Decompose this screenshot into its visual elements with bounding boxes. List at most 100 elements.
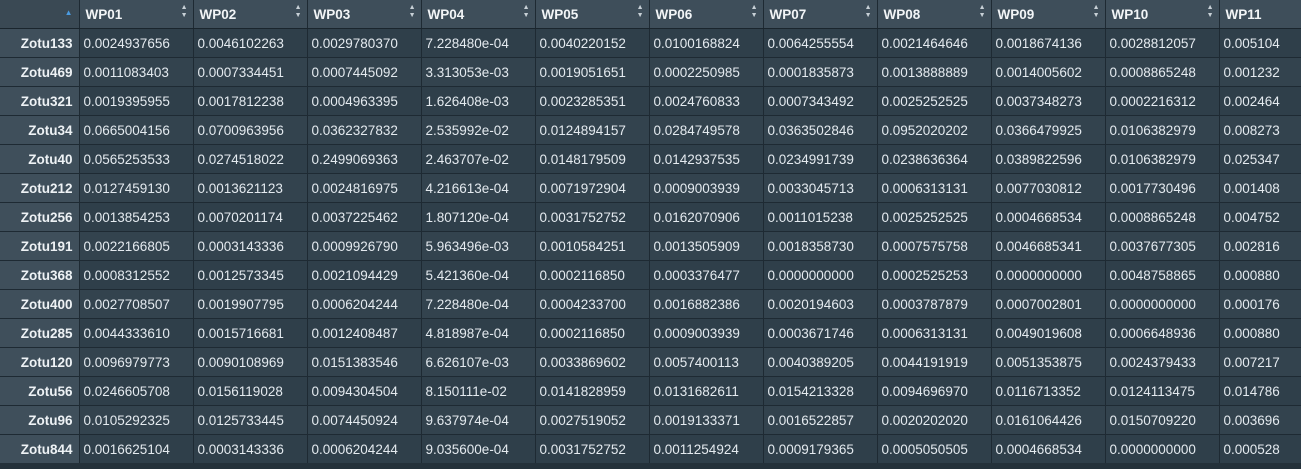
table-cell[interactable]: 0.0018358730 xyxy=(763,231,878,261)
table-cell[interactable]: 0.0004668534 xyxy=(991,434,1106,464)
table-cell[interactable]: 0.0000000000 xyxy=(991,260,1106,290)
column-header[interactable]: WP01 ▲ ▼ xyxy=(79,0,194,29)
table-cell[interactable]: 0.0011083403 xyxy=(79,57,194,87)
table-cell[interactable]: 0.0008865248 xyxy=(1105,57,1220,87)
table-cell[interactable]: 0.0238636364 xyxy=(877,144,992,174)
table-cell[interactable]: 0.003696 xyxy=(1219,405,1301,435)
table-cell[interactable]: 0.0027708507 xyxy=(79,289,194,319)
table-cell[interactable]: 0.0141828959 xyxy=(535,376,650,406)
table-cell[interactable]: 0.025347 xyxy=(1219,144,1301,174)
table-cell[interactable]: 0.0016522857 xyxy=(763,405,878,435)
sort-toggle-icon[interactable]: ▲ ▼ xyxy=(522,4,530,19)
table-cell[interactable]: 0.0024379433 xyxy=(1105,347,1220,377)
table-cell[interactable]: 0.0010584251 xyxy=(535,231,650,261)
table-cell[interactable]: 0.0031752752 xyxy=(535,202,650,232)
table-cell[interactable]: 0.002464 xyxy=(1219,86,1301,116)
table-cell[interactable]: 1.807120e-04 xyxy=(421,202,536,232)
table-cell[interactable]: 0.0952020202 xyxy=(877,115,992,145)
table-cell[interactable]: 0.0040389205 xyxy=(763,347,878,377)
table-cell[interactable]: 0.0019133371 xyxy=(649,405,764,435)
table-cell[interactable]: 0.0004233700 xyxy=(535,289,650,319)
table-cell[interactable]: 0.0017812238 xyxy=(193,86,308,116)
table-cell[interactable]: 0.0071972904 xyxy=(535,173,650,203)
table-cell[interactable]: 0.0014005602 xyxy=(991,57,1106,87)
table-cell[interactable]: 0.0011254924 xyxy=(649,434,764,464)
column-header[interactable]: WP10 ▲ ▼ xyxy=(1105,0,1220,29)
table-cell[interactable]: 0.000880 xyxy=(1219,318,1301,348)
table-cell[interactable]: 4.818987e-04 xyxy=(421,318,536,348)
table-cell[interactable]: 2.463707e-02 xyxy=(421,144,536,174)
table-cell[interactable]: 0.0161064426 xyxy=(991,405,1106,435)
table-cell[interactable]: 0.005104 xyxy=(1219,28,1301,58)
table-cell[interactable]: 0.002816 xyxy=(1219,231,1301,261)
table-cell[interactable]: 0.0007575758 xyxy=(877,231,992,261)
table-cell[interactable]: 0.0040220152 xyxy=(535,28,650,58)
sort-toggle-icon[interactable]: ▲ ▼ xyxy=(180,4,188,19)
table-cell[interactable]: 0.000176 xyxy=(1219,289,1301,319)
table-cell[interactable]: 0.0000000000 xyxy=(763,260,878,290)
table-cell[interactable]: 0.0024760833 xyxy=(649,86,764,116)
table-cell[interactable]: 0.0021464646 xyxy=(877,28,992,58)
table-cell[interactable]: 0.0004963395 xyxy=(307,86,422,116)
table-cell[interactable]: 0.0013888889 xyxy=(877,57,992,87)
table-cell[interactable]: 0.004752 xyxy=(1219,202,1301,232)
table-cell[interactable]: 0.0051353875 xyxy=(991,347,1106,377)
table-cell[interactable]: 0.0037348273 xyxy=(991,86,1106,116)
table-cell[interactable]: 0.0025252525 xyxy=(877,86,992,116)
table-cell[interactable]: 0.0094696970 xyxy=(877,376,992,406)
sort-toggle-icon[interactable]: ▲ ▼ xyxy=(408,4,416,19)
table-cell[interactable]: 0.0033869602 xyxy=(535,347,650,377)
table-cell[interactable]: 0.0024816975 xyxy=(307,173,422,203)
table-cell[interactable]: 0.0366479925 xyxy=(991,115,1106,145)
table-cell[interactable]: 0.0234991739 xyxy=(763,144,878,174)
table-cell[interactable]: 0.0002116850 xyxy=(535,318,650,348)
table-cell[interactable]: 0.0389822596 xyxy=(991,144,1106,174)
table-cell[interactable]: 0.001232 xyxy=(1219,57,1301,87)
table-cell[interactable]: 0.0162070906 xyxy=(649,202,764,232)
table-cell[interactable]: 0.0000000000 xyxy=(1105,434,1220,464)
table-cell[interactable]: 0.0124894157 xyxy=(535,115,650,145)
table-cell[interactable]: 0.0106382979 xyxy=(1105,115,1220,145)
table-cell[interactable]: 0.0094304504 xyxy=(307,376,422,406)
table-cell[interactable]: 0.000528 xyxy=(1219,434,1301,464)
table-cell[interactable]: 0.0031752752 xyxy=(535,434,650,464)
table-cell[interactable]: 0.0148179509 xyxy=(535,144,650,174)
table-cell[interactable]: 1.626408e-03 xyxy=(421,86,536,116)
table-cell[interactable]: 0.0007445092 xyxy=(307,57,422,87)
sort-toggle-icon[interactable]: ▲ ▼ xyxy=(1092,4,1100,19)
row-names-header[interactable]: ▲ xyxy=(0,0,80,29)
table-cell[interactable]: 0.0009003939 xyxy=(649,318,764,348)
table-cell[interactable]: 0.0127459130 xyxy=(79,173,194,203)
horizontal-scrollbar[interactable] xyxy=(0,463,1301,469)
table-cell[interactable]: 3.313053e-03 xyxy=(421,57,536,87)
table-cell[interactable]: 0.0124113475 xyxy=(1105,376,1220,406)
table-cell[interactable]: 0.0001835873 xyxy=(763,57,878,87)
table-cell[interactable]: 6.626107e-03 xyxy=(421,347,536,377)
column-header[interactable]: WP11▲▼ xyxy=(1219,0,1301,29)
table-cell[interactable]: 0.0151383546 xyxy=(307,347,422,377)
table-cell[interactable]: 0.0046102263 xyxy=(193,28,308,58)
sort-toggle-icon[interactable]: ▲ ▼ xyxy=(750,4,758,19)
table-cell[interactable]: 0.0015716681 xyxy=(193,318,308,348)
table-cell[interactable]: 0.0006648936 xyxy=(1105,318,1220,348)
table-cell[interactable]: 0.0000000000 xyxy=(1105,289,1220,319)
table-cell[interactable]: 0.0020194603 xyxy=(763,289,878,319)
column-header[interactable]: WP04 ▲ ▼ xyxy=(421,0,536,29)
table-cell[interactable]: 5.421360e-04 xyxy=(421,260,536,290)
sort-toggle-icon[interactable]: ▲ ▼ xyxy=(1206,4,1214,19)
table-cell[interactable]: 0.001408 xyxy=(1219,173,1301,203)
table-cell[interactable]: 0.0006313131 xyxy=(877,318,992,348)
table-cell[interactable]: 0.0049019608 xyxy=(991,318,1106,348)
table-cell[interactable]: 0.0046685341 xyxy=(991,231,1106,261)
table-cell[interactable]: 0.0037677305 xyxy=(1105,231,1220,261)
table-cell[interactable]: 0.000880 xyxy=(1219,260,1301,290)
table-cell[interactable]: 0.0029780370 xyxy=(307,28,422,58)
table-cell[interactable]: 0.014786 xyxy=(1219,376,1301,406)
table-cell[interactable]: 0.0003143336 xyxy=(193,434,308,464)
sort-toggle-icon[interactable]: ▲ ▼ xyxy=(636,4,644,19)
table-cell[interactable]: 0.0012573345 xyxy=(193,260,308,290)
column-header[interactable]: WP07 ▲ ▼ xyxy=(763,0,878,29)
table-cell[interactable]: 0.0142937535 xyxy=(649,144,764,174)
table-cell[interactable]: 0.0013621123 xyxy=(193,173,308,203)
table-cell[interactable]: 0.0021094429 xyxy=(307,260,422,290)
